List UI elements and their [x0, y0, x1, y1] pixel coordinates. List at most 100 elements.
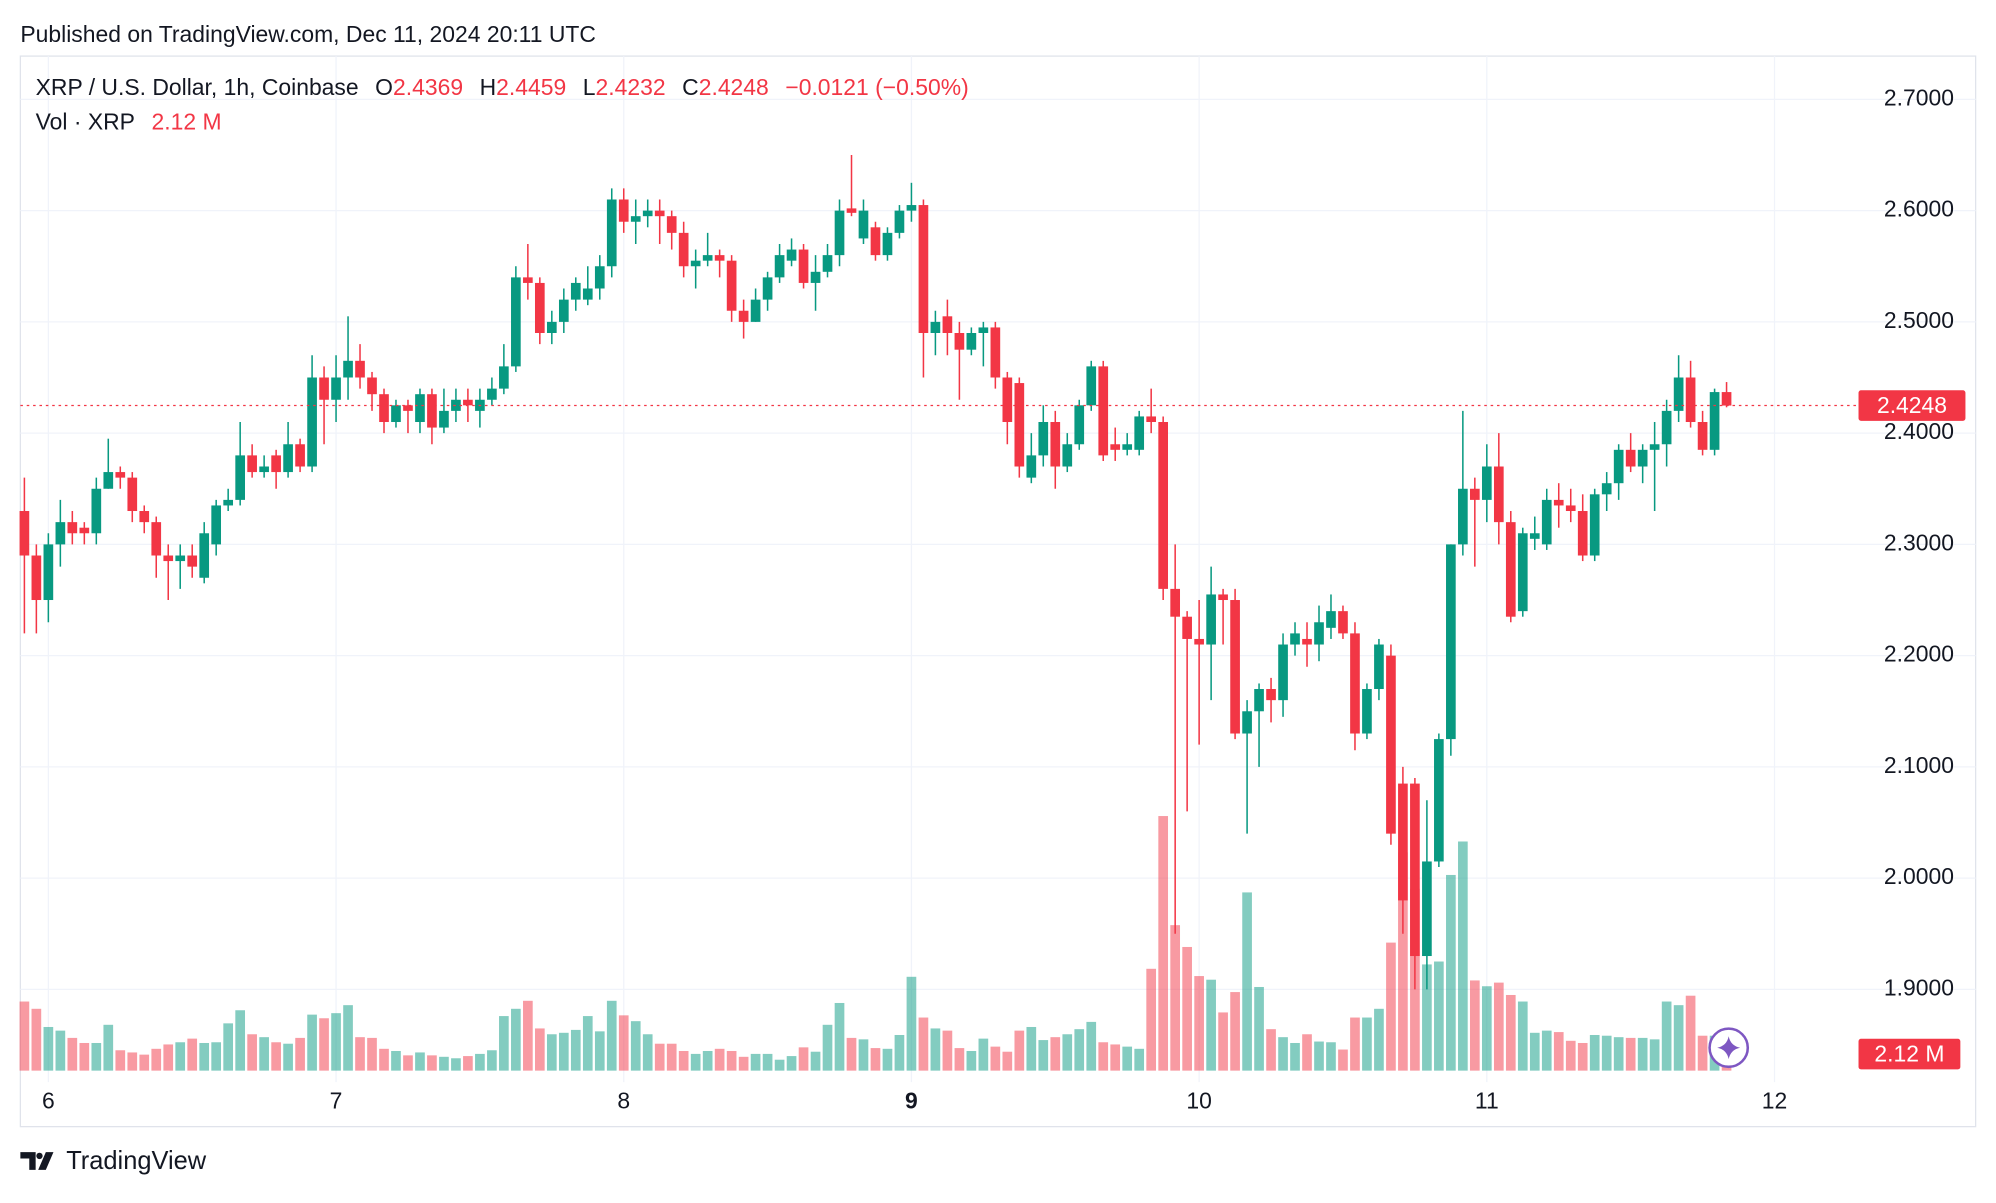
candle-body [750, 299, 761, 322]
y-tick-label: 2.1000 [1884, 752, 1954, 778]
candle-body [1422, 861, 1432, 957]
candle-body [1601, 483, 1612, 495]
volume-bar [103, 1024, 114, 1071]
volume-bar [451, 1058, 461, 1071]
candle-body [1266, 689, 1276, 701]
candle-body [882, 232, 893, 256]
candle-body [678, 232, 689, 267]
candle-body [846, 208, 857, 213]
candle-body [163, 555, 174, 562]
assistant-star[interactable] [1717, 1036, 1741, 1060]
volume-bar [151, 1048, 162, 1071]
volume-bar [247, 1034, 257, 1071]
volume-bar [894, 1034, 905, 1071]
candle-body [990, 327, 1001, 378]
volume-bar [463, 1056, 473, 1071]
volume-bar [439, 1056, 449, 1071]
candle-body [1649, 444, 1660, 450]
candle-body [1242, 711, 1252, 734]
volume-bar [1194, 976, 1204, 1071]
volume-bar [523, 1000, 533, 1071]
volume-bar [1517, 1001, 1528, 1071]
volume-bar [391, 1050, 401, 1071]
x-tick-label: 6 [42, 1088, 55, 1114]
candle-body [487, 388, 497, 400]
volume-bar [606, 1000, 617, 1071]
volume-bar [1565, 1040, 1576, 1071]
logo-dot [36, 1152, 43, 1160]
candle-body [690, 260, 701, 267]
candle-body [762, 277, 773, 300]
volume-bar [822, 1024, 833, 1071]
candle-body [199, 533, 210, 578]
y-tick-label: 2.6000 [1884, 196, 1954, 222]
volume-bar [1374, 1008, 1384, 1071]
last-price-label: 2.4248 [1877, 392, 1947, 418]
volume-bar [1613, 1037, 1624, 1071]
candle-body [630, 216, 641, 222]
volume-bar [355, 1037, 365, 1071]
y-tick-label: 2.2000 [1884, 641, 1954, 667]
volume-legend: Vol · XRP 2.12 M [36, 109, 222, 135]
candle-body [1026, 455, 1037, 478]
volume-bar [1338, 1049, 1348, 1071]
assistant-icon[interactable] [1708, 1027, 1750, 1069]
volume-bar [882, 1048, 893, 1071]
candle-body [331, 377, 341, 400]
volume-bar [786, 1056, 797, 1071]
ohlc-value: 2.4369 [393, 74, 463, 100]
volume-bar [55, 1030, 66, 1071]
volume-bar [1589, 1034, 1600, 1071]
volume-bar [1098, 1042, 1109, 1071]
volume-bar [1601, 1035, 1612, 1071]
volume-bar [582, 1016, 593, 1071]
volume-bar [690, 1053, 701, 1071]
volume-bar [511, 1008, 521, 1071]
volume-bar [199, 1042, 210, 1071]
candle-body [906, 205, 917, 211]
candle-body [1254, 689, 1264, 712]
candle-body [235, 455, 246, 500]
candle-body [966, 332, 977, 350]
volume-bar [1134, 1048, 1145, 1071]
volume-bar [1505, 994, 1516, 1071]
volume-bar [594, 1031, 605, 1071]
volume-bar [750, 1053, 761, 1071]
ohlc-value: 2.4459 [496, 74, 566, 100]
volume-bar [19, 1001, 30, 1071]
volume-bar [1014, 1030, 1025, 1071]
volume-bar [846, 1037, 857, 1071]
volume-bar [1038, 1040, 1049, 1071]
last-volume-label: 2.12 M [1874, 1040, 1944, 1066]
ohlc-value: 2.4232 [596, 74, 666, 100]
volume-bar [678, 1050, 689, 1071]
volume-bar [1649, 1039, 1660, 1071]
candle-body [1362, 689, 1372, 734]
candle-body [295, 444, 305, 467]
volume-bar [762, 1053, 773, 1071]
brand-name: TradingView [66, 1147, 207, 1175]
volume-bar [978, 1038, 989, 1071]
candle-body [642, 210, 653, 217]
volume-bar [331, 1013, 341, 1071]
volume-bar [630, 1021, 641, 1071]
candle-body [1074, 405, 1085, 445]
ohlc-value: 2.4248 [699, 74, 769, 100]
candle-body [319, 377, 329, 400]
candle-body [1505, 522, 1516, 617]
legend-line: XRP / U.S. Dollar, 1h, Coinbase O2.4369 … [36, 74, 969, 100]
volume-bar [1302, 1034, 1312, 1071]
volume-bar [1242, 892, 1252, 1071]
volume-bar [834, 1002, 845, 1071]
candle-body [223, 499, 234, 506]
y-tick-label: 2.3000 [1884, 529, 1954, 555]
candle-body [654, 210, 665, 217]
candle-body [810, 271, 821, 283]
candle-body [523, 277, 533, 283]
x-tick-label: 7 [330, 1088, 343, 1114]
candle-body [786, 249, 797, 261]
candle-body [91, 488, 102, 534]
candle-body [379, 394, 389, 423]
volume-bar [1314, 1041, 1324, 1071]
y-tick-label: 2.4000 [1884, 418, 1954, 444]
